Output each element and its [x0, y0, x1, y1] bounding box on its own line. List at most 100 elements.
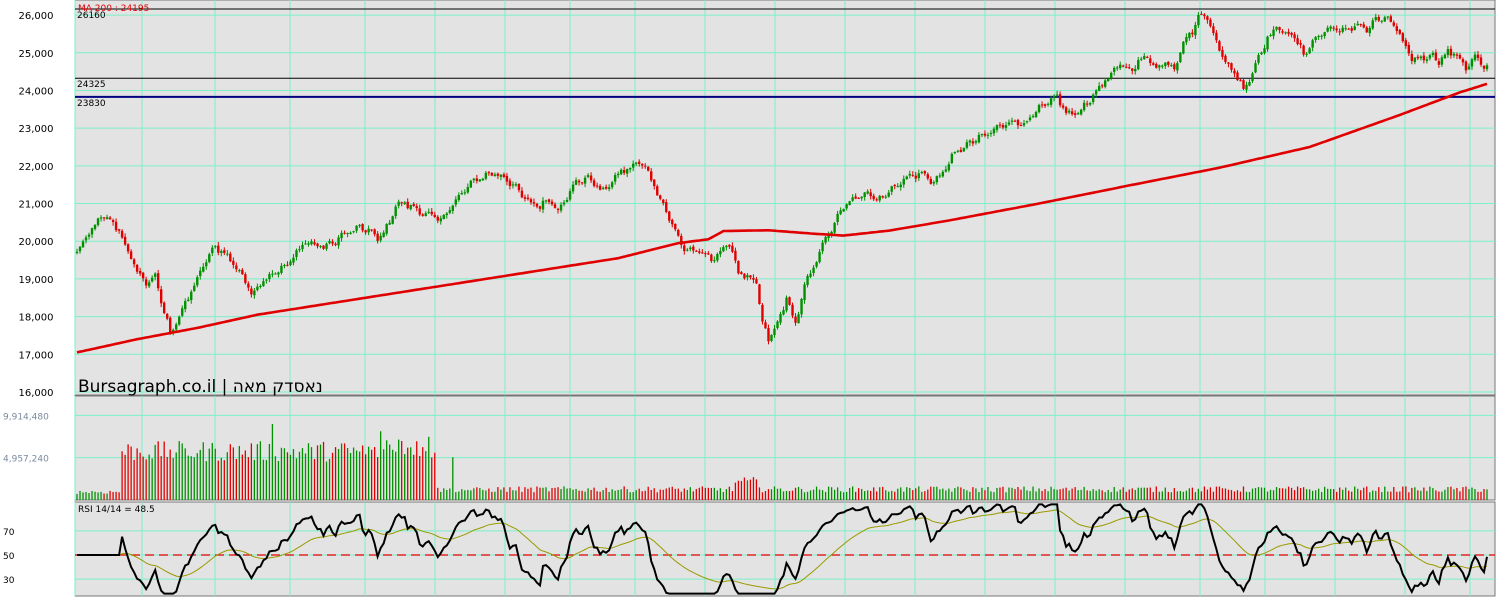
candle-body: [749, 275, 752, 278]
candle-body: [1446, 49, 1450, 56]
candle-body: [334, 243, 337, 245]
candle-body: [701, 252, 704, 254]
candle-body: [1335, 28, 1338, 31]
candle-body: [1251, 73, 1254, 82]
candle-body: [1401, 33, 1405, 42]
candle-body: [1128, 67, 1131, 69]
candle-body: [698, 251, 701, 253]
candle-body: [138, 271, 142, 274]
candle-body: [1085, 103, 1089, 105]
candle-body: [108, 217, 112, 220]
candle-body: [111, 220, 115, 222]
candle-body: [1076, 113, 1080, 115]
candle-body: [265, 279, 268, 281]
candle-body: [129, 251, 133, 260]
candle-body: [454, 199, 458, 205]
candle-body: [890, 186, 893, 192]
candle-body: [622, 170, 626, 173]
candle-body: [162, 302, 166, 314]
candle-body: [728, 244, 731, 247]
candle-body: [211, 247, 214, 254]
candle-body: [947, 164, 951, 171]
candle-body: [78, 246, 82, 252]
candle-body: [1149, 58, 1152, 64]
candle-body: [1052, 95, 1056, 99]
candle-body: [1410, 53, 1414, 62]
candle-body: [502, 174, 506, 177]
candle-body: [1392, 22, 1396, 26]
candle-body: [1091, 94, 1095, 103]
candle-body: [1064, 107, 1068, 113]
candle-body: [1320, 35, 1323, 37]
candle-body: [1097, 85, 1101, 91]
price-tick-label: 22,000: [19, 162, 54, 173]
ma200-line: [76, 82, 1488, 354]
candle-body: [505, 175, 509, 182]
candle-body: [1170, 65, 1173, 67]
candle-body: [683, 245, 686, 252]
candle-body: [574, 180, 578, 185]
candle-body: [493, 174, 497, 177]
candle-body: [1119, 64, 1122, 69]
candle-body: [135, 264, 139, 272]
candle-body: [96, 218, 100, 225]
candle-body: [1152, 63, 1155, 65]
candle-body: [394, 206, 397, 217]
candle-body: [1476, 54, 1480, 59]
candle-body: [289, 261, 292, 266]
candle-body: [1284, 32, 1287, 34]
candle-body: [656, 186, 659, 196]
candle-body: [292, 257, 295, 263]
candle-body: [93, 224, 97, 229]
candle-body: [1146, 56, 1149, 58]
candle-body: [680, 235, 683, 245]
candle-body: [358, 224, 361, 226]
candle-body: [716, 254, 719, 261]
candle-body: [1094, 90, 1098, 95]
candle-body: [779, 313, 782, 323]
candle-body: [887, 192, 890, 197]
candle-body: [123, 236, 127, 245]
candle-body: [247, 283, 250, 288]
candle-body: [205, 262, 208, 267]
rsi-tick-label: 70: [3, 528, 15, 538]
candle-body: [466, 187, 470, 193]
candle-body: [1242, 80, 1245, 89]
candle-body: [737, 261, 740, 274]
candle-body: [187, 299, 190, 302]
candle-body: [1215, 32, 1218, 41]
candle-body: [277, 272, 280, 275]
candle-body: [1019, 125, 1023, 127]
volume-axis: 9,914,480 4,957,240: [3, 412, 49, 464]
candle-body: [1467, 66, 1471, 70]
candle-body: [601, 187, 605, 189]
candle-body: [752, 277, 755, 280]
rsi-line: [77, 503, 1488, 595]
candle-body: [445, 213, 448, 216]
candle-body: [755, 279, 758, 284]
candle-body: [1299, 42, 1302, 45]
candle-body: [1308, 48, 1311, 54]
candle-body: [487, 172, 491, 174]
candle-body: [1482, 65, 1486, 69]
candle-body: [959, 149, 963, 153]
candle-body: [553, 204, 557, 208]
candle-body: [496, 173, 500, 176]
candle-body: [965, 142, 969, 148]
candle-body: [836, 213, 839, 222]
candle-body: [830, 231, 833, 235]
candle-body: [376, 233, 379, 241]
candle-body: [184, 301, 187, 310]
candle-body: [319, 246, 322, 248]
candle-body: [84, 237, 88, 241]
candle-body: [421, 214, 424, 216]
candle-body: [1425, 59, 1429, 61]
candle-body: [863, 192, 866, 198]
candle-body: [692, 246, 695, 251]
candle-body: [857, 197, 860, 199]
candle-body: [653, 179, 656, 187]
candle-body: [1389, 16, 1392, 22]
candle-body: [932, 181, 936, 184]
candle-body: [114, 221, 118, 231]
